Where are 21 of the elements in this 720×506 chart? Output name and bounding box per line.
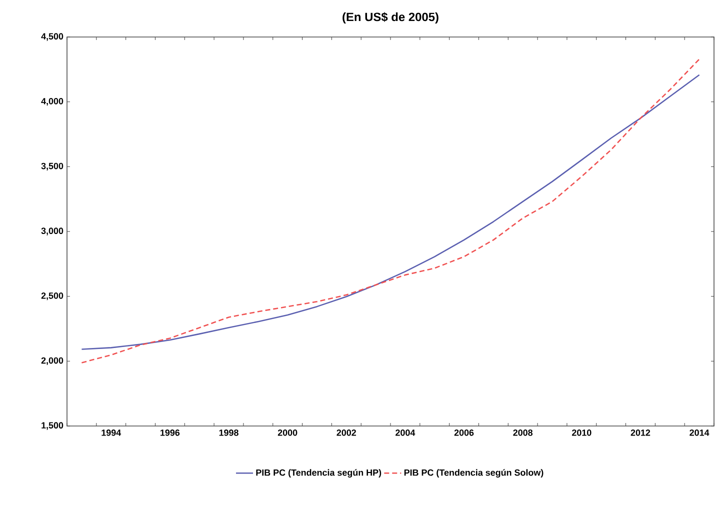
x-tick-label: 2002 [336, 430, 356, 436]
y-tick-label: 4,000 [41, 98, 64, 106]
x-tick-label: 2010 [572, 430, 592, 436]
x-tick-label: 2008 [513, 430, 533, 436]
y-tick-label: 1,500 [42, 422, 64, 430]
x-tick-label: 1996 [160, 430, 180, 436]
legend-label: PIB PC (Tendencia según HP) [256, 469, 382, 478]
chart-title: (En US$ de 2005) [342, 12, 438, 24]
x-tick-label: 2006 [454, 430, 474, 436]
y-tick-label: 2,500 [41, 292, 64, 300]
x-tick-label: 1994 [102, 430, 122, 436]
x-tick-label: 2004 [396, 430, 416, 436]
x-tick-label: 2000 [278, 430, 298, 436]
y-tick-label: 3,000 [41, 228, 64, 236]
x-tick-label: 2012 [630, 430, 650, 436]
y-tick-label: 3,500 [41, 162, 64, 170]
y-tick-label: 4,500 [41, 33, 64, 41]
legend-label: PIB PC (Tendencia según Solow) [404, 469, 544, 478]
x-tick-label: 1998 [219, 430, 238, 436]
x-tick-label: 2014 [690, 430, 710, 436]
y-tick-label: 2,000 [41, 357, 64, 365]
